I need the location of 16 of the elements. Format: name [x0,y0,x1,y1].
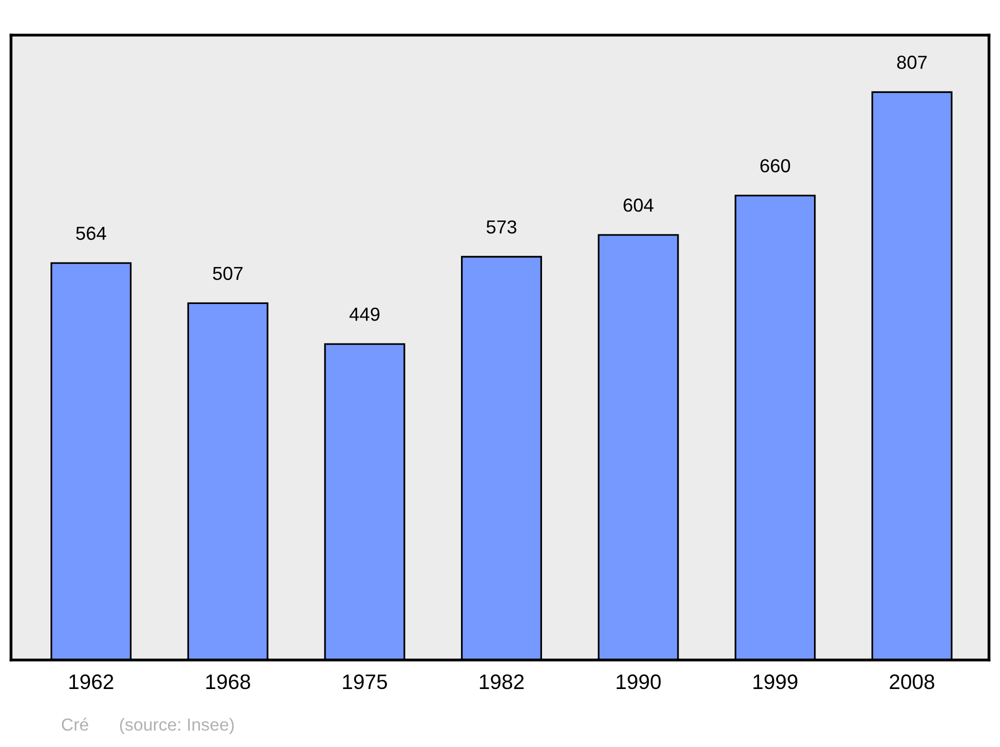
x-tick-label: 1962 [69,674,114,690]
x-tick-label: 1990 [616,674,661,690]
data-label: 807 [897,56,927,69]
data-label: 660 [760,159,790,172]
data-label: 507 [212,266,243,280]
data-label: 564 [76,226,106,240]
data-label: 604 [624,198,654,212]
data-label: 449 [349,308,380,321]
text: (source: Insee) [120,718,234,734]
data-label: 573 [486,220,516,234]
x-tick-label: 2008 [890,674,934,690]
text: Cré [62,718,88,731]
x-tick-label: 1975 [343,674,387,690]
x-tick-label: 1968 [206,674,250,690]
x-tick-label: 1999 [754,674,798,690]
x-tick-label: 1982 [480,674,524,690]
